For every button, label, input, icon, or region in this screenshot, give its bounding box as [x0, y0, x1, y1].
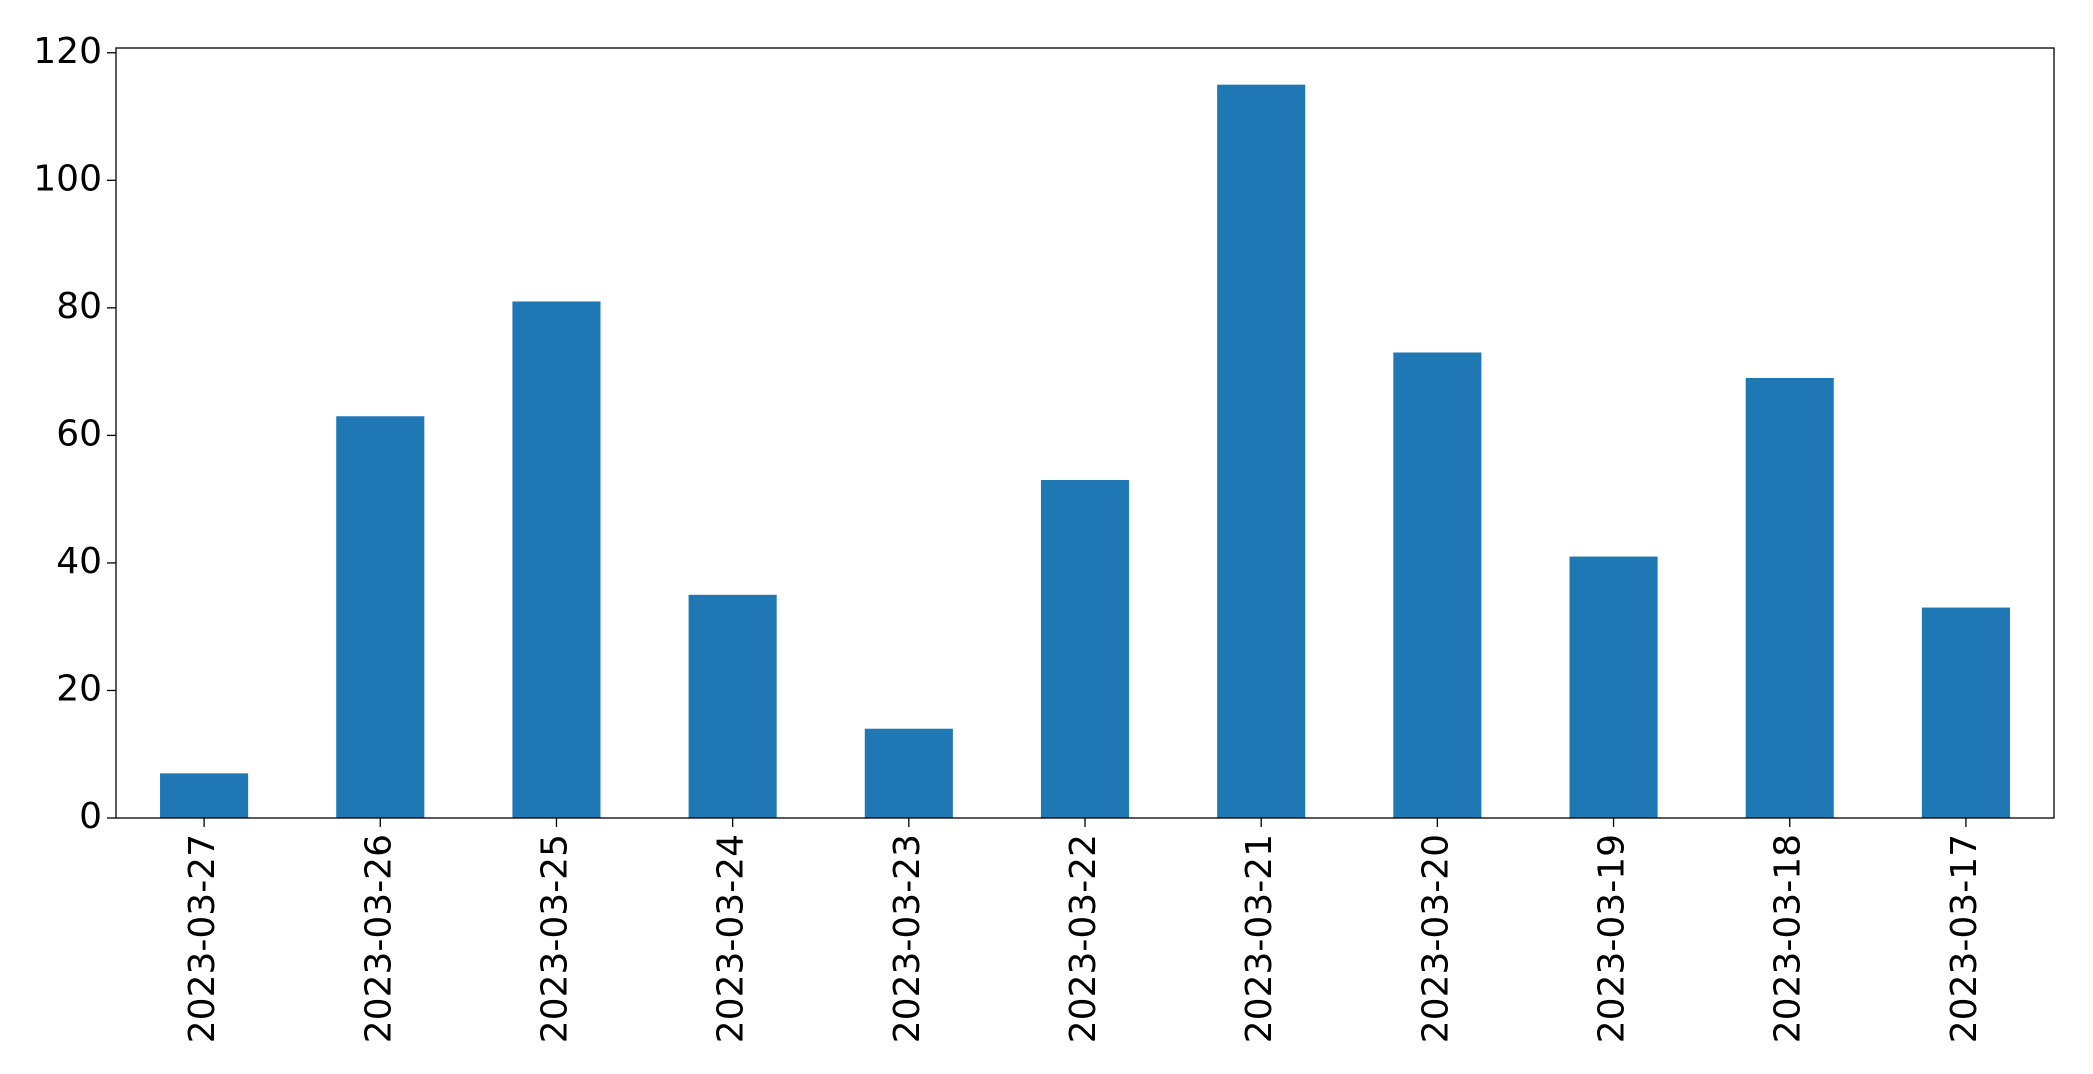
bar	[688, 594, 777, 818]
y-tick-label: 0	[79, 796, 102, 837]
bar	[1217, 84, 1306, 818]
y-tick-label: 100	[33, 158, 102, 199]
y-tick-label: 60	[56, 413, 102, 454]
y-tick-label: 20	[56, 668, 102, 709]
bar	[160, 773, 249, 818]
bar	[1921, 607, 2010, 818]
plot-frame	[115, 47, 2055, 819]
x-tick-label: 2023-03-25	[534, 834, 575, 1043]
y-tick-label: 40	[56, 541, 102, 582]
x-tick-label: 2023-03-19	[1592, 834, 1633, 1043]
x-tick-label: 2023-03-24	[711, 834, 752, 1043]
y-tick-label: 80	[56, 286, 102, 327]
bar	[1569, 556, 1658, 818]
x-tick-label: 2023-03-21	[1239, 834, 1280, 1043]
x-tick-label: 2023-03-17	[1944, 834, 1985, 1043]
bar	[336, 416, 425, 818]
bar	[864, 728, 953, 818]
bar	[1745, 378, 1834, 818]
bar	[512, 301, 601, 818]
bar	[1040, 480, 1130, 818]
x-tick-label: 2023-03-23	[887, 834, 928, 1043]
x-tick-label: 2023-03-27	[182, 834, 223, 1043]
y-tick-label: 120	[33, 31, 102, 72]
x-tick-label: 2023-03-20	[1415, 834, 1456, 1043]
x-tick-label: 2023-03-18	[1768, 834, 1809, 1043]
x-tick-label: 2023-03-26	[358, 834, 399, 1043]
bar	[1393, 352, 1482, 818]
x-tick-label: 2023-03-22	[1063, 834, 1104, 1043]
